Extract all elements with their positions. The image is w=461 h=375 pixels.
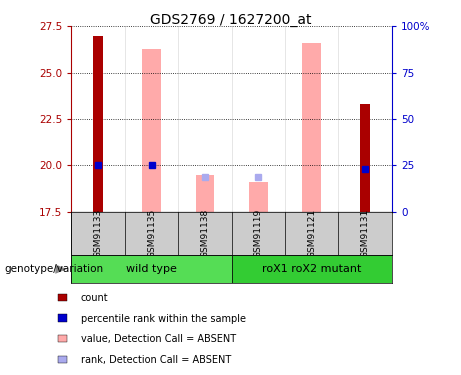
Bar [231,255,392,283]
Text: value, Detection Call = ABSENT: value, Detection Call = ABSENT [81,334,236,344]
Bar [93,36,103,212]
Text: GSM91135: GSM91135 [147,209,156,258]
Text: rank, Detection Call = ABSENT: rank, Detection Call = ABSENT [81,355,231,365]
Text: roX1 roX2 mutant: roX1 roX2 mutant [262,264,361,274]
Text: genotype/variation: genotype/variation [5,264,104,274]
Text: count: count [81,293,108,303]
Bar [71,255,231,283]
Bar [142,48,161,212]
Polygon shape [55,264,67,274]
Bar [249,182,268,212]
Bar [58,335,67,342]
Text: GSM91133: GSM91133 [94,209,103,258]
Bar [361,104,370,212]
Text: GSM91121: GSM91121 [307,209,316,258]
Bar [58,294,67,301]
Text: GDS2769 / 1627200_at: GDS2769 / 1627200_at [150,13,311,27]
Text: percentile rank within the sample: percentile rank within the sample [81,314,246,324]
Text: GSM91119: GSM91119 [254,209,263,258]
Bar [58,356,67,363]
Bar [302,43,321,212]
Text: wild type: wild type [126,264,177,274]
Text: GSM91131: GSM91131 [361,209,370,258]
Bar [58,314,67,322]
Text: GSM91138: GSM91138 [201,209,209,258]
Bar [195,175,214,212]
